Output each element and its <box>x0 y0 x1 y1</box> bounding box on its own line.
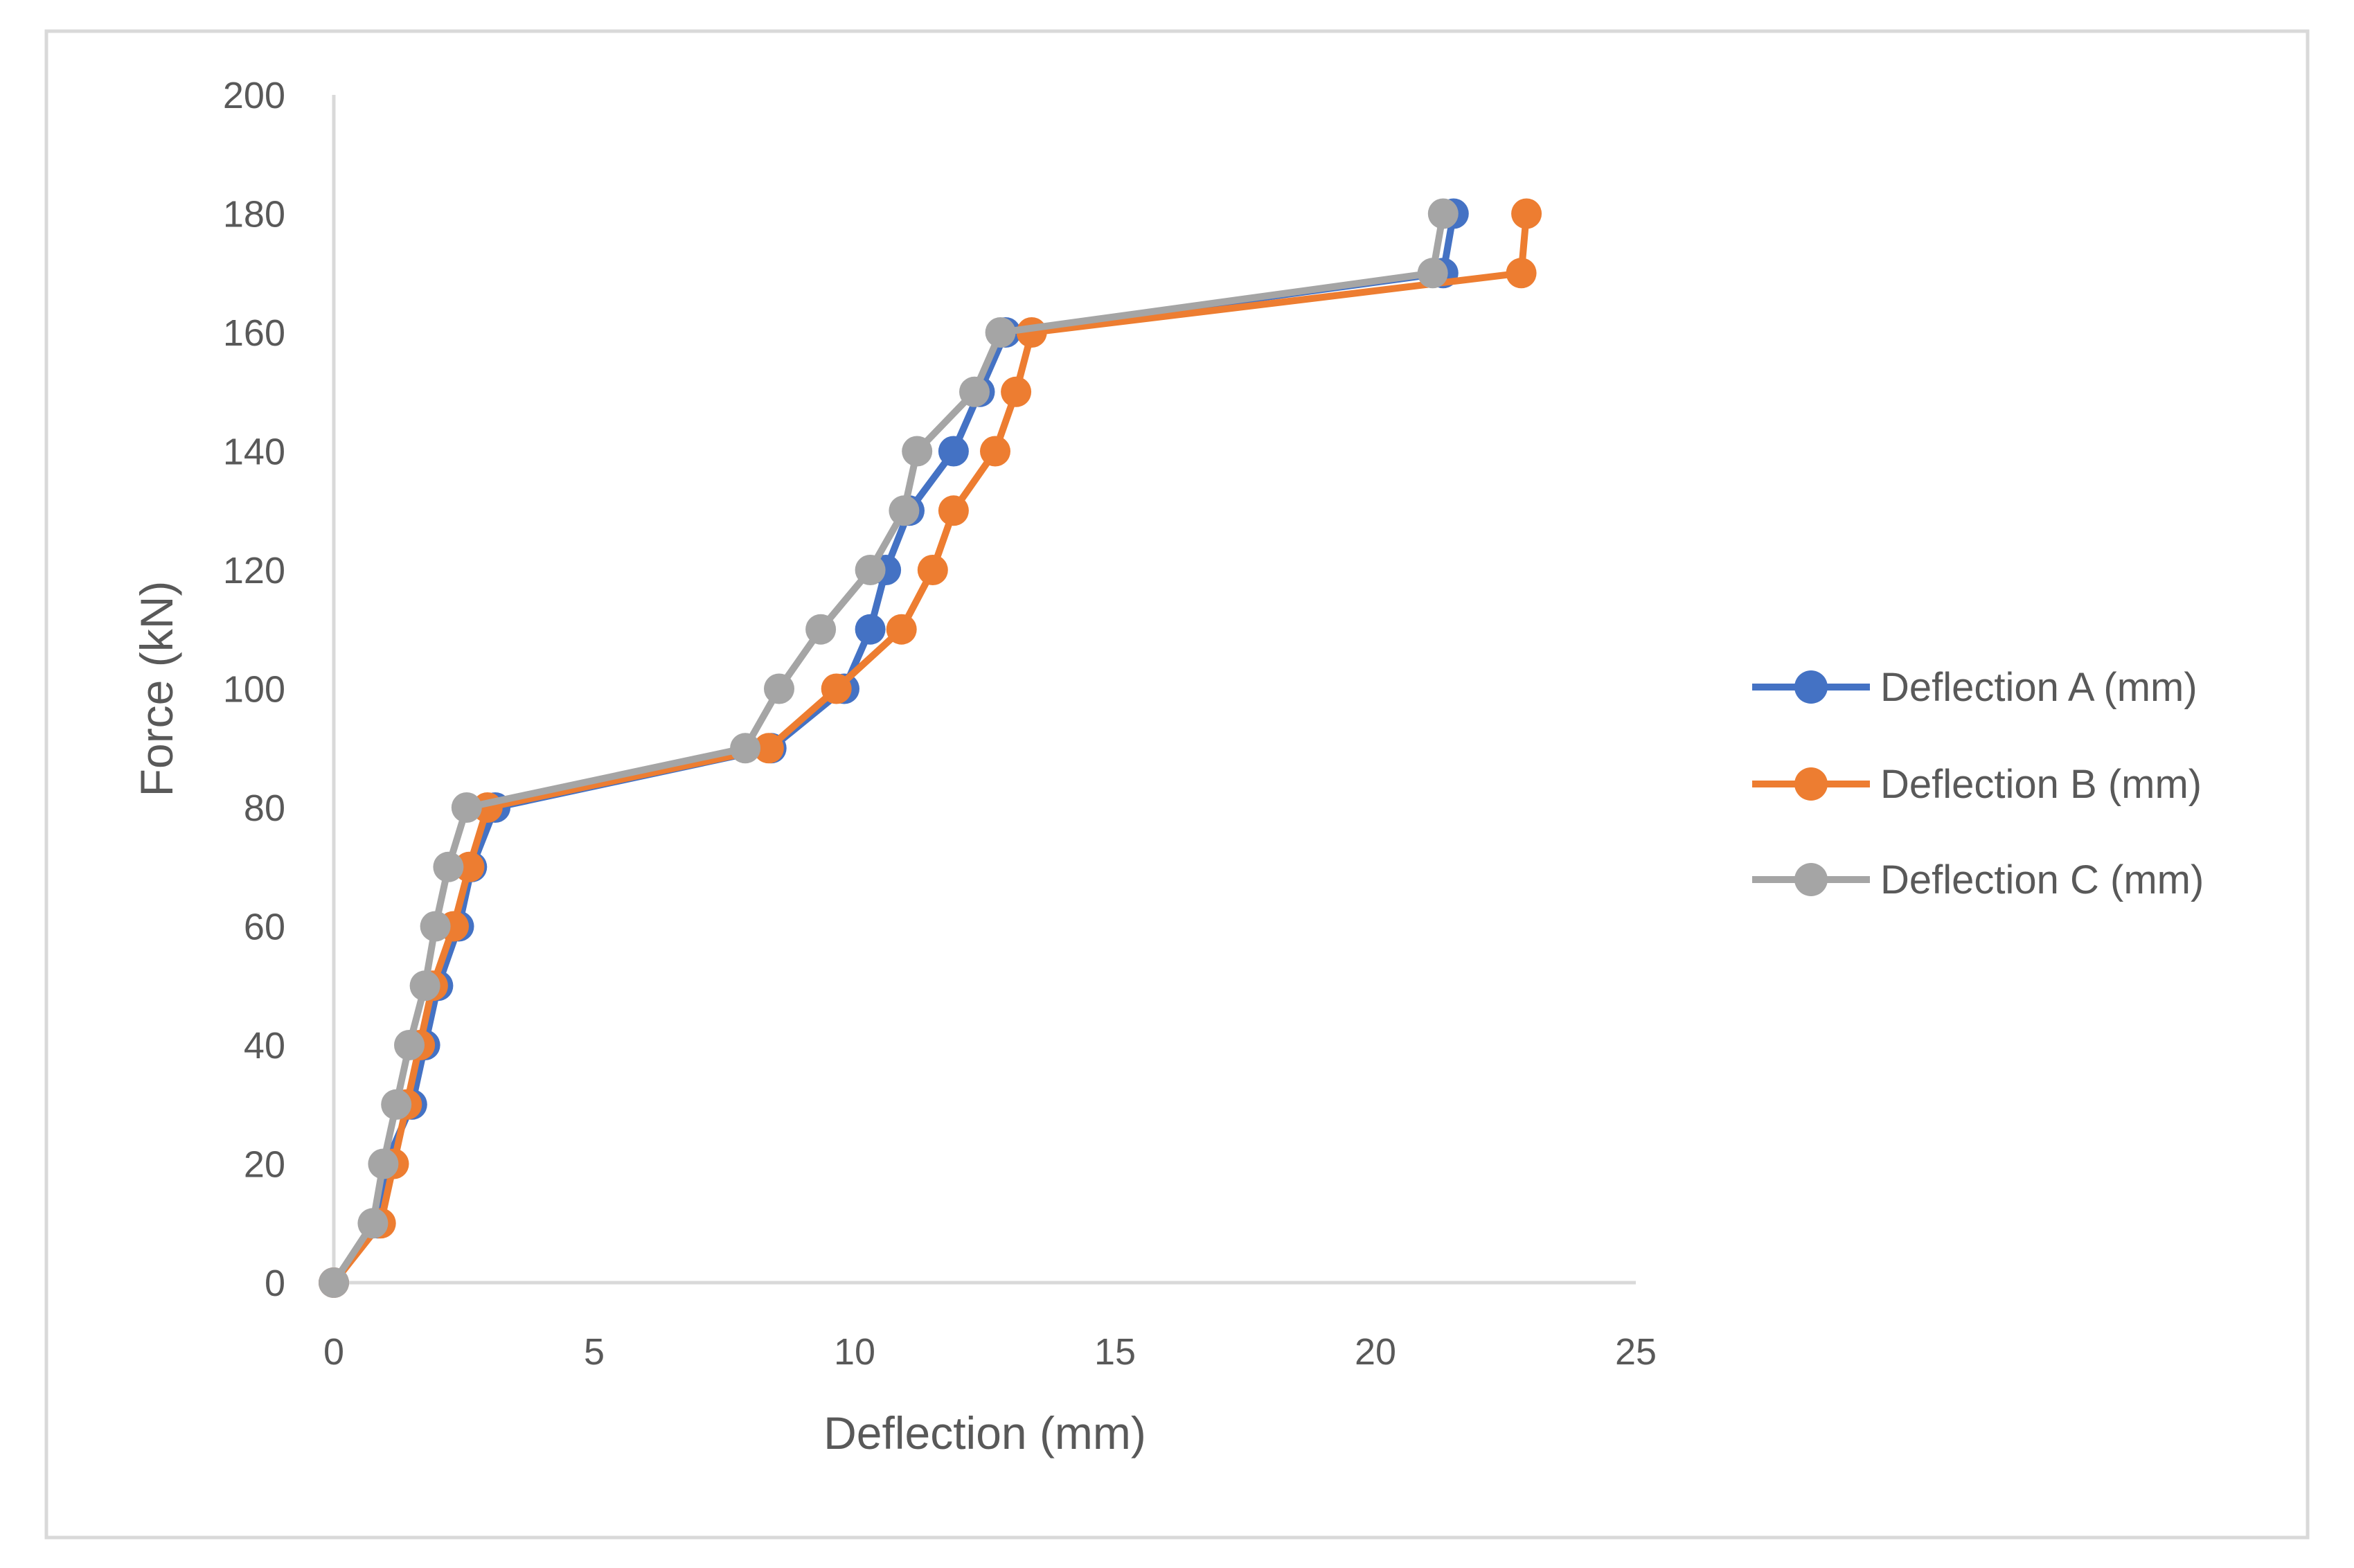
data-point <box>980 436 1010 467</box>
legend-marker <box>1794 767 1828 801</box>
x-tick-label: 10 <box>834 1331 875 1373</box>
y-tick-label: 100 <box>223 669 285 711</box>
data-point <box>409 970 440 1001</box>
legend-marker <box>1794 863 1828 896</box>
data-point <box>1001 376 1032 407</box>
data-point <box>764 673 794 704</box>
data-point <box>886 614 917 645</box>
data-point <box>855 614 886 645</box>
legend-item: Deflection A (mm) <box>1752 665 2197 710</box>
y-tick-label: 160 <box>223 312 285 354</box>
data-point <box>889 495 920 526</box>
data-point <box>433 851 464 882</box>
data-point <box>985 317 1016 348</box>
y-tick-label: 0 <box>265 1263 285 1304</box>
x-tick-label: 20 <box>1355 1331 1396 1373</box>
y-axis-title: Force (kN) <box>131 581 182 797</box>
legend-label: Deflection B (mm) <box>1880 762 2202 807</box>
data-point <box>917 555 948 585</box>
data-point <box>1417 258 1448 289</box>
x-tick-label: 25 <box>1615 1331 1657 1373</box>
y-tick-label: 140 <box>223 431 285 473</box>
y-tick-label: 120 <box>223 550 285 591</box>
data-point <box>938 495 969 526</box>
series-c <box>319 198 1459 1298</box>
chart-frame <box>44 29 2310 1540</box>
data-point <box>368 1148 399 1179</box>
data-point <box>319 1267 349 1298</box>
x-tick-label: 0 <box>323 1331 344 1373</box>
y-tick-label: 40 <box>244 1025 285 1067</box>
data-point <box>959 376 990 407</box>
y-tick-label: 180 <box>223 194 285 235</box>
data-point <box>1511 198 1542 229</box>
legend-label: Deflection A (mm) <box>1880 665 2197 710</box>
data-point <box>394 1030 425 1060</box>
data-point <box>1427 198 1459 229</box>
legend-item: Deflection C (mm) <box>1752 857 2204 902</box>
data-point <box>420 911 451 942</box>
data-point <box>454 851 485 882</box>
y-axis-ticks: 0 20 40 60 80 100 120 140 160 180 200 <box>223 75 285 1304</box>
data-point <box>381 1089 412 1120</box>
legend-item: Deflection B (mm) <box>1752 762 2202 807</box>
y-tick-label: 60 <box>244 907 285 948</box>
data-point <box>938 436 969 467</box>
series-layer <box>319 198 1542 1298</box>
x-tick-label: 15 <box>1094 1331 1136 1373</box>
legend-marker <box>1794 670 1828 704</box>
data-point <box>855 555 886 585</box>
data-point <box>730 733 761 764</box>
y-tick-label: 200 <box>223 75 285 116</box>
data-point <box>805 614 837 645</box>
data-point <box>753 733 784 764</box>
data-point <box>1506 258 1537 289</box>
data-point <box>821 673 852 704</box>
legend: Deflection A (mm) Deflection B (mm) Deflec… <box>1752 665 2204 902</box>
data-point <box>357 1208 389 1239</box>
x-axis-title: Deflection (mm) <box>823 1407 1146 1459</box>
x-axis-ticks: 0 5 10 15 20 25 <box>323 1331 1657 1373</box>
y-tick-label: 20 <box>244 1144 285 1186</box>
data-point <box>902 436 933 467</box>
data-point <box>451 792 482 823</box>
x-tick-label: 5 <box>584 1331 605 1373</box>
legend-label: Deflection C (mm) <box>1880 857 2204 902</box>
y-tick-label: 80 <box>244 787 285 829</box>
